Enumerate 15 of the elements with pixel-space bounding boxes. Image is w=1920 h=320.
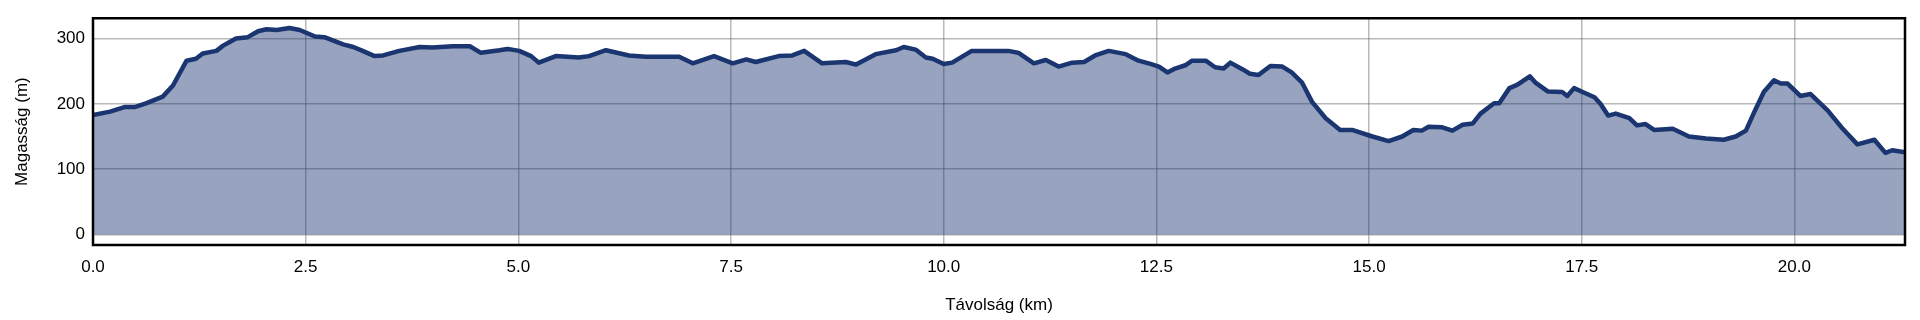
x-tick-label: 0.0 — [81, 256, 105, 276]
x-tick-label: 20.0 — [1777, 256, 1811, 276]
x-axis-title: Távolság (km) — [945, 295, 1053, 315]
x-tick-label: 5.0 — [506, 256, 531, 276]
x-tick-label: 2.5 — [293, 256, 318, 276]
y-axis-title: Magasság (m) — [11, 77, 31, 186]
x-tick-label: 10.0 — [927, 256, 961, 276]
x-tick-label: 12.5 — [1139, 256, 1173, 276]
x-tick-label: 15.0 — [1352, 256, 1386, 276]
y-tick-label: 200 — [56, 93, 85, 113]
x-tick-label: 7.5 — [719, 256, 743, 276]
y-tick-label: 100 — [56, 158, 85, 178]
y-tick-label: 300 — [56, 28, 85, 48]
x-tick-label: 17.5 — [1565, 256, 1599, 276]
y-tick-label: 0 — [75, 224, 85, 244]
